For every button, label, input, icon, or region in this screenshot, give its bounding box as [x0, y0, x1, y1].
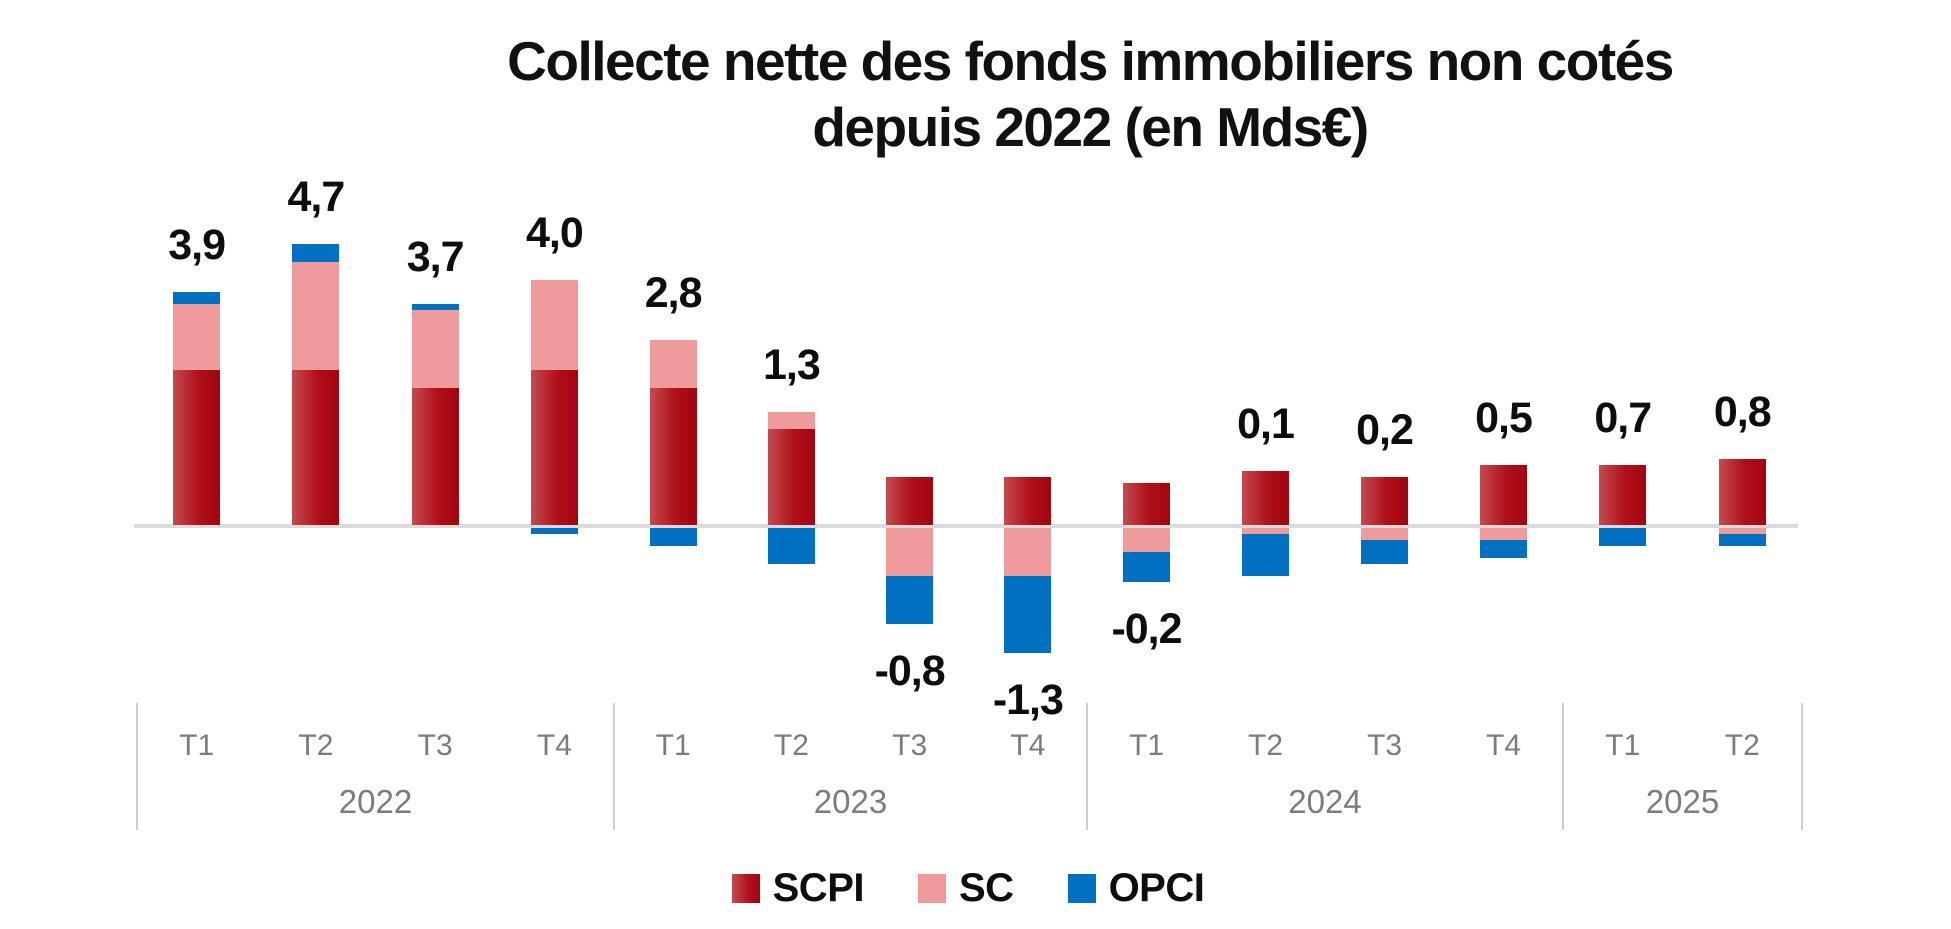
- bar-2022-T2-scpi: [292, 369, 340, 525]
- bar-2023-T2-opci: [767, 528, 815, 564]
- value-label-2022-T4: 4,0: [525, 209, 584, 258]
- bar-2024-T1-opci: [1123, 551, 1170, 582]
- value-label-2023-T1: 2,8: [644, 268, 703, 317]
- axis-separator-1: [613, 703, 615, 830]
- legend: SCPI SC OPCI: [0, 866, 1936, 911]
- value-label-2024-T3: 0,2: [1356, 406, 1414, 455]
- axis-quarter-label-2024-T1: T1: [1128, 729, 1165, 762]
- legend-swatch-sc-icon: [917, 874, 946, 903]
- bar-2023-T3-sc: [886, 528, 934, 576]
- value-label-2023-T2: 1,3: [762, 340, 821, 389]
- bar-2022-T3-sc: [411, 310, 459, 388]
- bar-2022-T3-opci: [411, 304, 459, 311]
- bar-2025-T2-opci: [1718, 533, 1766, 546]
- axis-year-label-2022: 2022: [338, 783, 413, 820]
- value-label-2025-T1: 0,7: [1594, 394, 1652, 443]
- bar-2023-T3-scpi: [886, 477, 934, 525]
- axis-quarter-label-2023-T4: T4: [1010, 729, 1046, 762]
- legend-item-sc: SC: [917, 866, 1014, 911]
- value-label-2022-T2: 4,7: [287, 173, 345, 222]
- chart-title: Collecte nette des fonds immobiliers non…: [400, 28, 1780, 160]
- bar-2025-T1-scpi: [1599, 465, 1647, 525]
- bar-2023-T1-sc: [649, 339, 697, 388]
- bar-2024-T1-sc: [1123, 528, 1170, 552]
- zero-baseline: [134, 524, 1798, 528]
- bar-2025-T1-opci: [1599, 528, 1647, 546]
- bar-2024-T3-opci: [1361, 539, 1408, 564]
- bar-2024-T4-scpi: [1480, 465, 1527, 525]
- axis-quarter-label-2025-T1: T1: [1605, 729, 1641, 762]
- bar-2023-T3-opci: [886, 575, 934, 624]
- bar-2023-T4-scpi: [1004, 477, 1052, 525]
- value-label-2023-T3: -0,8: [874, 646, 946, 695]
- axis-quarter-label-2024-T3: T3: [1366, 729, 1403, 762]
- bar-2025-T2-sc: [1718, 528, 1766, 534]
- bar-2022-T3-scpi: [411, 387, 459, 525]
- bar-2022-T4-sc: [530, 280, 578, 370]
- bar-2025-T2-scpi: [1718, 459, 1766, 525]
- bar-2023-T2-sc: [767, 411, 815, 430]
- chart-title-line-1: Collecte nette des fonds immobiliers non…: [507, 30, 1674, 92]
- axis-separator-2: [1086, 703, 1088, 830]
- value-label-2024-T1: -0,2: [1111, 604, 1182, 653]
- bar-2024-T2-opci: [1242, 533, 1289, 576]
- bar-2024-T4-opci: [1480, 539, 1527, 558]
- bar-2024-T2-scpi: [1242, 471, 1289, 525]
- axis-quarter-label-2024-T4: T4: [1485, 729, 1522, 762]
- bar-2022-T2-opci: [292, 244, 340, 263]
- value-label-2024-T4: 0,5: [1475, 394, 1533, 443]
- value-label-2025-T2: 0,8: [1713, 388, 1772, 437]
- axis-quarter-label-2022-T3: T3: [417, 729, 453, 762]
- bar-2022-T1-opci: [173, 292, 221, 305]
- axis-quarter-label-2022-T4: T4: [536, 729, 572, 762]
- bar-2024-T3-sc: [1361, 528, 1408, 540]
- axis-separator-4: [1801, 703, 1803, 830]
- legend-label-scpi: SCPI: [772, 866, 865, 910]
- bar-2024-T3-scpi: [1361, 477, 1408, 525]
- axis-quarter-label-2023-T3: T3: [892, 729, 928, 762]
- bar-2024-T4-sc: [1480, 528, 1527, 540]
- axis-separator-0: [136, 703, 138, 830]
- value-label-2022-T3: 3,7: [406, 233, 465, 282]
- axis-year-label-2024: 2024: [1288, 783, 1362, 820]
- axis-year-label-2023: 2023: [813, 783, 888, 820]
- axis-separator-3: [1562, 703, 1564, 830]
- bar-2022-T4-opci: [530, 528, 578, 534]
- bar-2024-T1-scpi: [1123, 483, 1170, 525]
- axis-quarter-label-2025-T2: T2: [1724, 729, 1760, 762]
- value-label-2022-T1: 3,9: [168, 221, 226, 270]
- bar-2023-T4-opci: [1004, 575, 1052, 654]
- axis-year-label-2025: 2025: [1645, 783, 1720, 820]
- bar-2023-T4-sc: [1004, 528, 1052, 576]
- bar-2023-T1-scpi: [649, 387, 697, 525]
- legend-item-scpi: SCPI: [731, 866, 865, 911]
- axis-quarter-label-2022-T1: T1: [179, 729, 215, 762]
- legend-swatch-scpi-icon: [731, 874, 760, 903]
- bar-2022-T1-sc: [173, 304, 221, 370]
- legend-label-sc: SC: [958, 866, 1014, 910]
- axis-quarter-label-2023-T2: T2: [773, 729, 809, 762]
- chart-title-line-2: depuis 2022 (en Mds€): [812, 96, 1369, 158]
- value-label-2023-T4: -1,3: [992, 676, 1064, 725]
- bar-2023-T1-opci: [649, 528, 697, 546]
- axis-quarter-label-2023-T1: T1: [655, 729, 691, 762]
- legend-swatch-opci-icon: [1067, 874, 1096, 903]
- bar-2024-T2-sc: [1242, 528, 1289, 534]
- bar-2022-T1-scpi: [173, 369, 221, 525]
- legend-label-opci: OPCI: [1108, 866, 1205, 910]
- legend-item-opci: OPCI: [1067, 866, 1205, 911]
- bar-2023-T2-scpi: [767, 429, 815, 525]
- axis-quarter-label-2022-T2: T2: [298, 729, 334, 762]
- bar-2022-T4-scpi: [530, 369, 578, 525]
- axis-quarter-label-2024-T2: T2: [1247, 729, 1284, 762]
- bar-2022-T2-sc: [292, 262, 340, 370]
- value-label-2024-T2: 0,1: [1237, 400, 1295, 449]
